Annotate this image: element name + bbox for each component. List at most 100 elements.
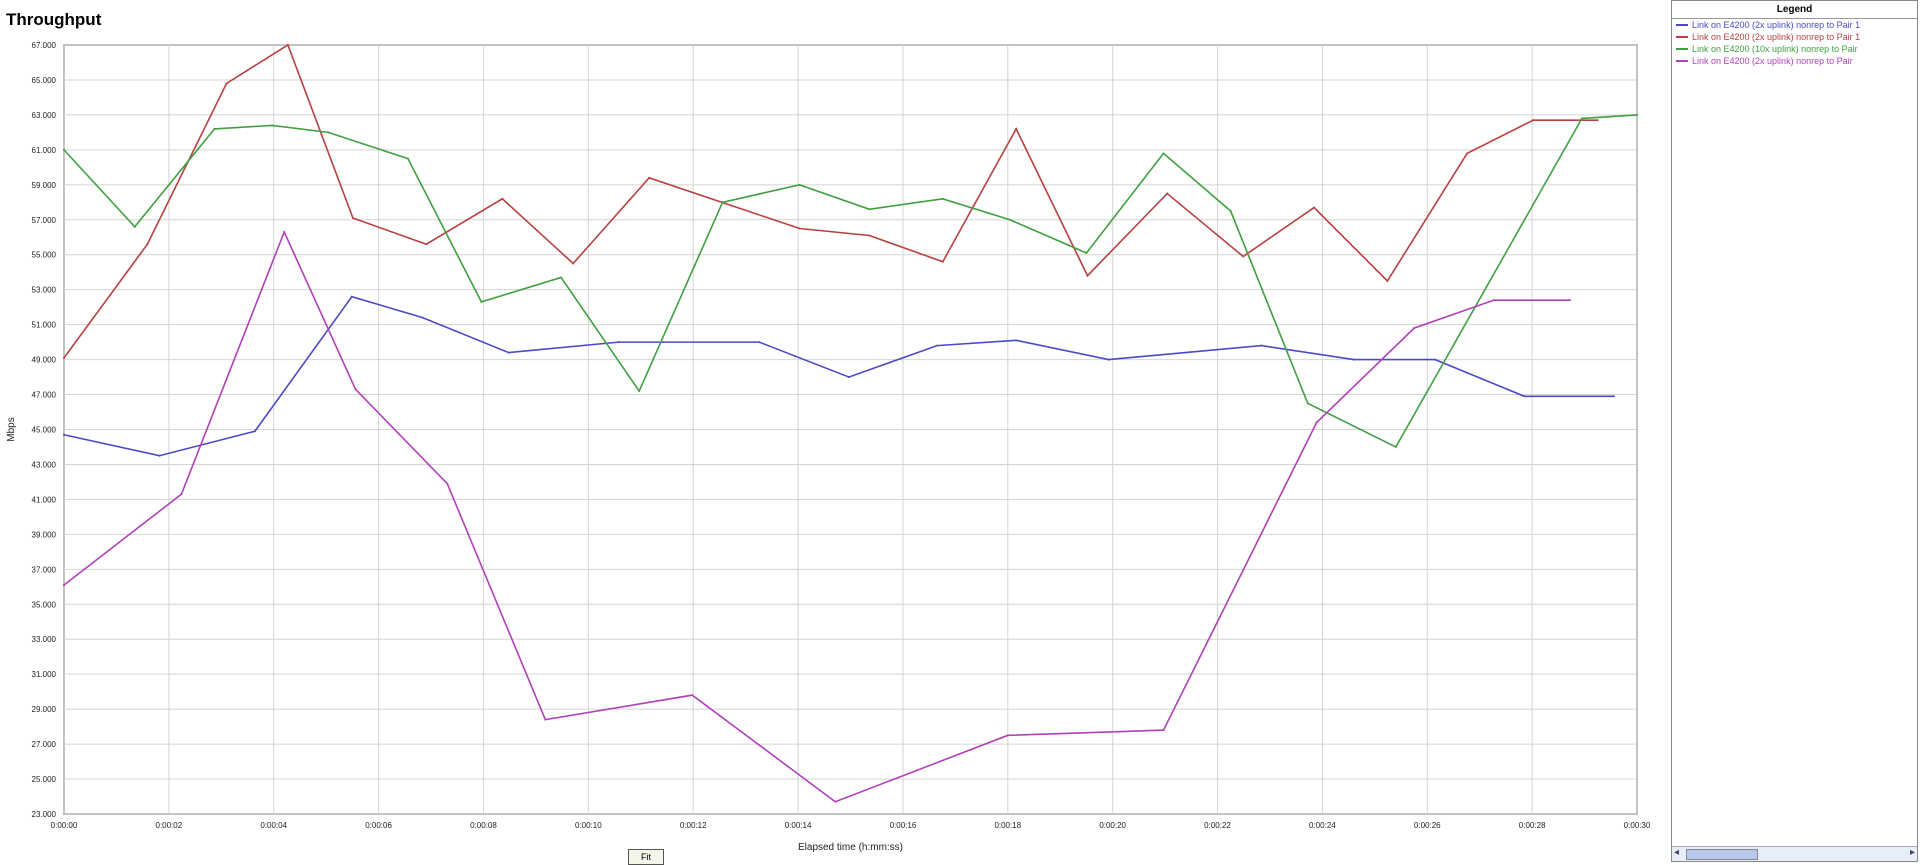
fit-button[interactable]: Fit	[628, 849, 664, 865]
legend-item[interactable]: Link on E4200 (10x uplink) nonrep to Pai…	[1672, 43, 1917, 55]
y-tick-label: 49.000	[32, 356, 57, 365]
x-tick-label: 0:00:30	[1624, 821, 1651, 830]
data-point	[847, 376, 850, 379]
data-point	[1162, 152, 1165, 155]
data-point	[1008, 218, 1011, 221]
data-point	[1568, 299, 1571, 302]
scroll-right-arrow-icon[interactable]: ▸	[1909, 847, 1915, 858]
x-tick-label: 0:00:18	[994, 821, 1021, 830]
data-point	[1015, 127, 1018, 130]
y-axis-label: Mbps	[6, 417, 17, 441]
scrollbar-thumb[interactable]	[1686, 849, 1758, 860]
data-point	[1260, 344, 1263, 347]
data-point	[327, 131, 330, 134]
data-point	[1580, 117, 1583, 120]
data-point	[691, 694, 694, 697]
data-point	[1086, 274, 1089, 277]
data-point	[213, 127, 216, 130]
data-point	[63, 433, 65, 436]
data-point	[1313, 206, 1316, 209]
data-point	[1015, 339, 1018, 342]
data-point	[446, 482, 449, 485]
data-point	[1162, 729, 1165, 732]
data-point	[868, 208, 871, 211]
throughput-chart: 67.000 65.000 63.000 61.000 59.000 57.000 55.0…	[6, 41, 1651, 853]
x-tick-label: 0:00:24	[1309, 821, 1336, 830]
legend-swatch	[1676, 24, 1688, 26]
x-tick-label: 0:00:00	[51, 821, 78, 830]
data-point	[798, 227, 801, 230]
data-point	[1386, 279, 1389, 282]
data-point	[1394, 445, 1397, 448]
legend-label: Link on E4200 (2x uplink) nonrep to Pair…	[1692, 32, 1861, 42]
y-tick-label: 51.000	[32, 321, 57, 330]
data-point	[425, 243, 428, 246]
data-point	[648, 176, 651, 179]
data-point	[480, 300, 483, 303]
y-tick-label: 55.000	[32, 251, 57, 260]
x-tick-label: 0:00:10	[575, 821, 602, 830]
x-tick-label: 0:00:22	[1204, 821, 1231, 830]
y-tick-label: 53.000	[32, 286, 57, 295]
data-point	[544, 718, 547, 721]
data-point	[146, 243, 149, 246]
data-point	[1466, 152, 1469, 155]
x-tick-label: 0:00:14	[785, 821, 812, 830]
data-point	[1596, 119, 1599, 122]
data-point	[941, 197, 944, 200]
data-point	[501, 197, 504, 200]
data-point	[834, 800, 837, 803]
y-tick-label: 29.000	[32, 705, 57, 714]
data-point	[63, 584, 65, 587]
data-point	[271, 124, 274, 127]
y-tick-label: 45.000	[32, 426, 57, 435]
data-point	[1413, 327, 1416, 330]
x-tick-label: 0:00:28	[1519, 821, 1546, 830]
legend-swatch	[1676, 48, 1688, 50]
legend-label: Link on E4200 (2x uplink) nonrep to Pair	[1692, 56, 1853, 66]
data-point	[638, 390, 641, 393]
y-tick-label: 33.000	[32, 635, 57, 644]
data-point	[1166, 192, 1169, 195]
data-point	[617, 341, 620, 344]
scroll-left-arrow-icon[interactable]: ◂	[1674, 847, 1680, 858]
data-point	[1006, 734, 1009, 737]
y-tick-label: 65.000	[32, 76, 57, 85]
y-tick-label: 39.000	[32, 530, 57, 539]
legend-item[interactable]: Link on E4200 (2x uplink) nonrep to Pair	[1672, 55, 1917, 67]
data-point	[180, 493, 183, 496]
legend-title: Legend	[1672, 1, 1917, 19]
y-tick-label: 67.000	[32, 41, 57, 50]
y-tick-label: 25.000	[32, 775, 57, 784]
legend-label: Link on E4200 (2x uplink) nonrep to Pair…	[1692, 20, 1861, 30]
data-point	[560, 276, 563, 279]
x-tick-label: 0:00:26	[1414, 821, 1441, 830]
legend-item[interactable]: Link on E4200 (2x uplink) nonrep to Pair…	[1672, 31, 1917, 43]
x-tick-label: 0:00:12	[680, 821, 707, 830]
data-point	[1492, 299, 1495, 302]
data-point	[1315, 421, 1318, 424]
legend-panel: Legend Link on E4200 (2x uplink) nonrep …	[1671, 0, 1918, 862]
data-point	[798, 183, 801, 186]
data-point	[133, 225, 136, 228]
data-point	[63, 148, 65, 151]
y-tick-label: 31.000	[32, 670, 57, 679]
y-tick-label: 27.000	[32, 740, 57, 749]
x-tick-label: 0:00:16	[890, 821, 917, 830]
legend-swatch	[1676, 60, 1688, 62]
legend-horizontal-scrollbar[interactable]: ◂ ▸	[1672, 846, 1917, 861]
data-point	[1523, 395, 1526, 398]
legend-item[interactable]: Link on E4200 (2x uplink) nonrep to Pair…	[1672, 19, 1917, 31]
data-point	[354, 388, 357, 391]
data-point	[421, 316, 424, 319]
y-tick-label: 41.000	[32, 495, 57, 504]
data-point	[63, 356, 65, 359]
x-tick-label: 0:00:02	[156, 821, 183, 830]
data-point	[1352, 358, 1355, 361]
y-tick-label: 47.000	[32, 391, 57, 400]
data-point	[253, 430, 256, 433]
data-point	[1306, 402, 1309, 405]
data-point	[758, 341, 761, 344]
x-tick-label: 0:00:08	[470, 821, 497, 830]
x-tick-label: 0:00:06	[365, 821, 392, 830]
